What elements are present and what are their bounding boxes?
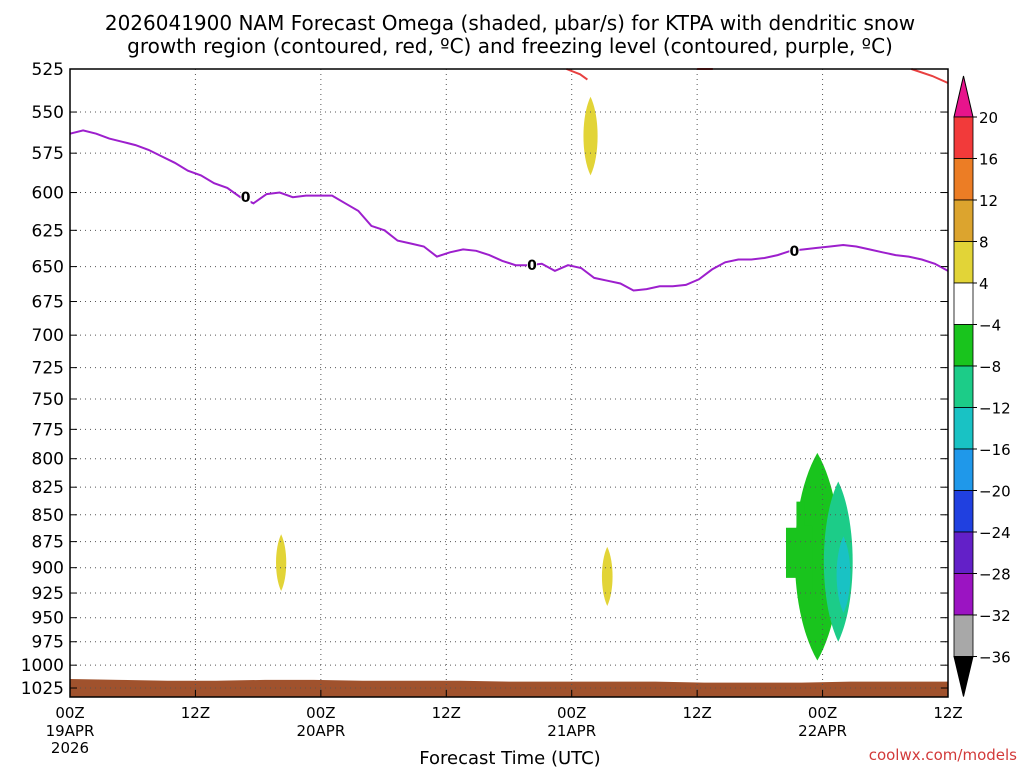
freezing-level-line — [69, 129, 949, 292]
y-tick-label: 775 — [32, 420, 64, 440]
y-tick-label: 825 — [32, 478, 64, 498]
colorbar-label: −4 — [979, 317, 1001, 335]
omega-region-1 — [583, 96, 598, 176]
y-tick-label: 725 — [32, 359, 64, 379]
colorbar-label: −20 — [979, 483, 1011, 501]
y-tick-label: 600 — [32, 184, 64, 204]
colorbar-label: −8 — [979, 358, 1001, 376]
colorbar-swatch — [953, 158, 974, 201]
colorbar-swatch — [953, 324, 974, 367]
freezing-contour-label: 0 — [241, 190, 251, 206]
y-tick-label: 700 — [32, 326, 64, 346]
colorbar-swatch — [953, 573, 974, 616]
y-tick-label: 975 — [32, 633, 64, 653]
axes: 525 550 575 600 625 650 675 700 725 750 775 800 825 8… — [21, 60, 963, 757]
colorbar-label: −16 — [979, 441, 1011, 459]
omega-region-2 — [276, 534, 287, 592]
contour-label-bg — [240, 190, 251, 205]
colorbar-label: −24 — [979, 524, 1011, 542]
colorbar-label: −32 — [979, 607, 1011, 625]
dendritic-contour-segment — [911, 68, 949, 84]
x-tick-label: 00Z — [306, 704, 335, 722]
colorbar-swatch — [953, 448, 974, 491]
x-tick-label: 00Z — [55, 704, 84, 722]
colorbar-swatch — [953, 490, 974, 533]
y-tick-label: 650 — [32, 258, 64, 278]
colorbar-label: −36 — [979, 649, 1011, 667]
y-tick-label: 1000 — [21, 656, 64, 676]
colorbar-swatch — [953, 199, 974, 242]
dendritic-contour-segment — [566, 68, 588, 81]
x-tick-year: 2026 — [51, 739, 89, 757]
plot-frame — [69, 68, 949, 698]
y-tick-label: 925 — [32, 584, 64, 604]
x-tick-label: 12Z — [933, 704, 962, 722]
colorbar-label: 20 — [979, 109, 998, 127]
terrain — [70, 678, 948, 697]
y-tick-label: 900 — [32, 559, 64, 579]
y-tick-label: 850 — [32, 506, 64, 526]
omega-region-3 — [601, 546, 613, 606]
terrain-fill — [70, 678, 948, 697]
x-tick-label: 00Z — [808, 704, 837, 722]
colorbar-swatch — [953, 614, 974, 657]
omega-region-6 — [836, 536, 851, 613]
x-tick-date: 21APR — [547, 722, 596, 740]
x-tick-date: 19APR — [46, 722, 95, 740]
colorbar: 20 16 12 8 4 −4 −8 −12 −16 −20 −24 −28 −32 −36 — [953, 75, 1011, 697]
credit-text: coolwx.com/models — [869, 746, 1017, 764]
colorbar-swatch — [953, 531, 974, 574]
omega-shading — [276, 96, 853, 661]
colorbar-swatch — [953, 365, 974, 408]
y-tick-label: 550 — [32, 103, 64, 123]
title-line-2: growth region (contoured, red, ºC) and f… — [127, 34, 893, 58]
colorbar-swatch — [953, 241, 974, 284]
freezing-contour-label: 0 — [527, 258, 537, 274]
y-tick-label: 675 — [32, 293, 64, 313]
contour-label-bg — [789, 243, 800, 258]
y-tick-label: 1025 — [21, 679, 64, 699]
colorbar-label: −28 — [979, 566, 1011, 584]
colorbar-swatch — [953, 407, 974, 450]
x-tick-label: 00Z — [557, 704, 586, 722]
x-tick-date: 20APR — [296, 722, 345, 740]
colorbar-label: 16 — [979, 151, 998, 169]
colorbar-swatch — [953, 116, 974, 159]
x-tick-label: 12Z — [432, 704, 461, 722]
title-line-1: 2026041900 NAM Forecast Omega (shaded, µ… — [105, 11, 915, 35]
colorbar-label: −12 — [979, 400, 1011, 418]
y-tick-label: 800 — [32, 450, 64, 470]
y-tick-label: 875 — [32, 533, 64, 553]
x-axis-label: Forecast Time (UTC) — [419, 748, 600, 768]
freezing-level-contour: 0 0 0 — [69, 129, 949, 292]
chart-title: 2026041900 NAM Forecast Omega (shaded, µ… — [105, 11, 915, 58]
contour-label-bg — [526, 258, 537, 273]
y-tick-label: 950 — [32, 609, 64, 629]
colorbar-label: 8 — [979, 234, 989, 252]
x-tick-date: 22APR — [798, 722, 847, 740]
colorbar-swatch — [953, 282, 974, 325]
omega-region-7 — [785, 501, 813, 599]
y-tick-label: 575 — [32, 144, 64, 164]
colorbar-top-arrow — [953, 75, 974, 118]
x-tick-label: 12Z — [682, 704, 711, 722]
y-tick-label: 750 — [32, 390, 64, 410]
y-tick-label: 525 — [32, 60, 64, 80]
freezing-contour-label: 0 — [789, 244, 799, 260]
colorbar-label: 12 — [979, 192, 998, 210]
x-tick-label: 12Z — [181, 704, 210, 722]
colorbar-bottom-arrow — [953, 656, 974, 697]
y-tick-label: 625 — [32, 221, 64, 241]
colorbar-label: 4 — [979, 275, 989, 293]
